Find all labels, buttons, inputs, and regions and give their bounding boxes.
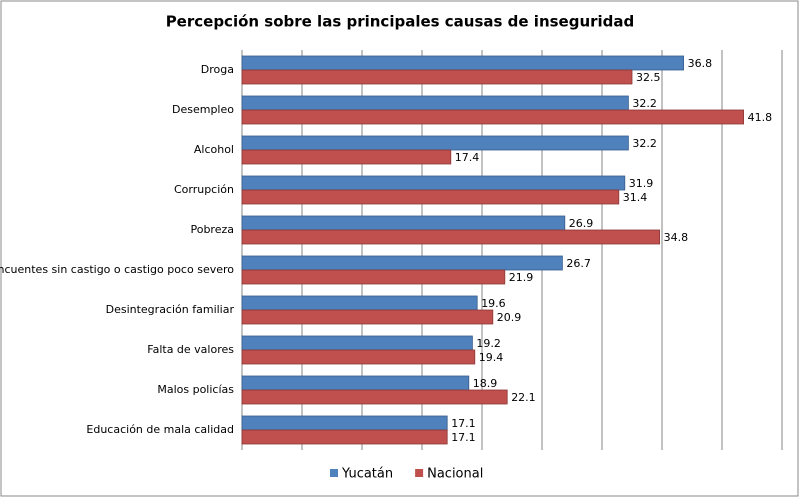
y-tick-label: Droga xyxy=(201,63,234,76)
y-tick-label: Delincuentes sin castigo o castigo poco … xyxy=(0,263,234,276)
legend-label: Nacional xyxy=(427,467,483,482)
bar xyxy=(241,149,452,165)
value-label: 26.9 xyxy=(569,217,594,230)
value-label: 32.5 xyxy=(636,71,661,84)
value-label: 19.4 xyxy=(479,351,504,364)
y-tick-label: Desempleo xyxy=(172,103,234,116)
value-label: 36.8 xyxy=(688,57,713,70)
value-label: 17.1 xyxy=(451,431,476,444)
bar xyxy=(241,255,563,271)
value-label: 34.8 xyxy=(664,231,689,244)
value-label: 32.2 xyxy=(632,137,657,150)
y-tick-label: Corrupción xyxy=(174,183,234,196)
bar xyxy=(241,189,620,205)
bar xyxy=(241,335,473,351)
bar xyxy=(241,229,661,245)
y-tick-label: Pobreza xyxy=(190,223,234,236)
bar xyxy=(241,215,566,231)
bar xyxy=(241,415,448,431)
y-tick-label: Desintegración familiar xyxy=(106,303,235,316)
value-label: 31.4 xyxy=(623,191,648,204)
value-label: 17.4 xyxy=(455,151,480,164)
bar xyxy=(241,135,629,151)
value-label: 41.8 xyxy=(748,111,773,124)
legend-swatch xyxy=(330,469,338,477)
value-label: 20.9 xyxy=(497,311,522,324)
bar xyxy=(241,95,629,111)
value-label: 17.1 xyxy=(451,417,476,430)
bar xyxy=(241,295,478,311)
bar xyxy=(241,269,506,285)
bar xyxy=(241,55,685,71)
value-label: 19.6 xyxy=(481,297,506,310)
y-tick-label: Alcohol xyxy=(194,143,234,156)
value-label: 21.9 xyxy=(509,271,534,284)
bar xyxy=(241,429,448,445)
value-label: 18.9 xyxy=(473,377,498,390)
bar xyxy=(241,69,633,85)
chart-title: Percepción sobre las principales causas … xyxy=(166,13,635,31)
y-tick-label: Educación de mala calidad xyxy=(86,423,234,436)
legend-swatch xyxy=(415,469,424,477)
bar xyxy=(241,109,745,125)
value-label: 26.7 xyxy=(566,257,591,270)
bar xyxy=(241,175,626,191)
bar xyxy=(241,309,494,325)
bar xyxy=(241,389,508,405)
y-tick-label: Malos policías xyxy=(157,383,234,396)
bar xyxy=(241,375,470,391)
value-label: 31.9 xyxy=(629,177,654,190)
value-label: 22.1 xyxy=(511,391,536,404)
y-tick-label: Falta de valores xyxy=(147,343,234,356)
legend-label: Yucatán xyxy=(341,467,393,482)
bar xyxy=(241,349,476,365)
value-label: 19.2 xyxy=(476,337,501,350)
value-label: 32.2 xyxy=(632,97,657,110)
